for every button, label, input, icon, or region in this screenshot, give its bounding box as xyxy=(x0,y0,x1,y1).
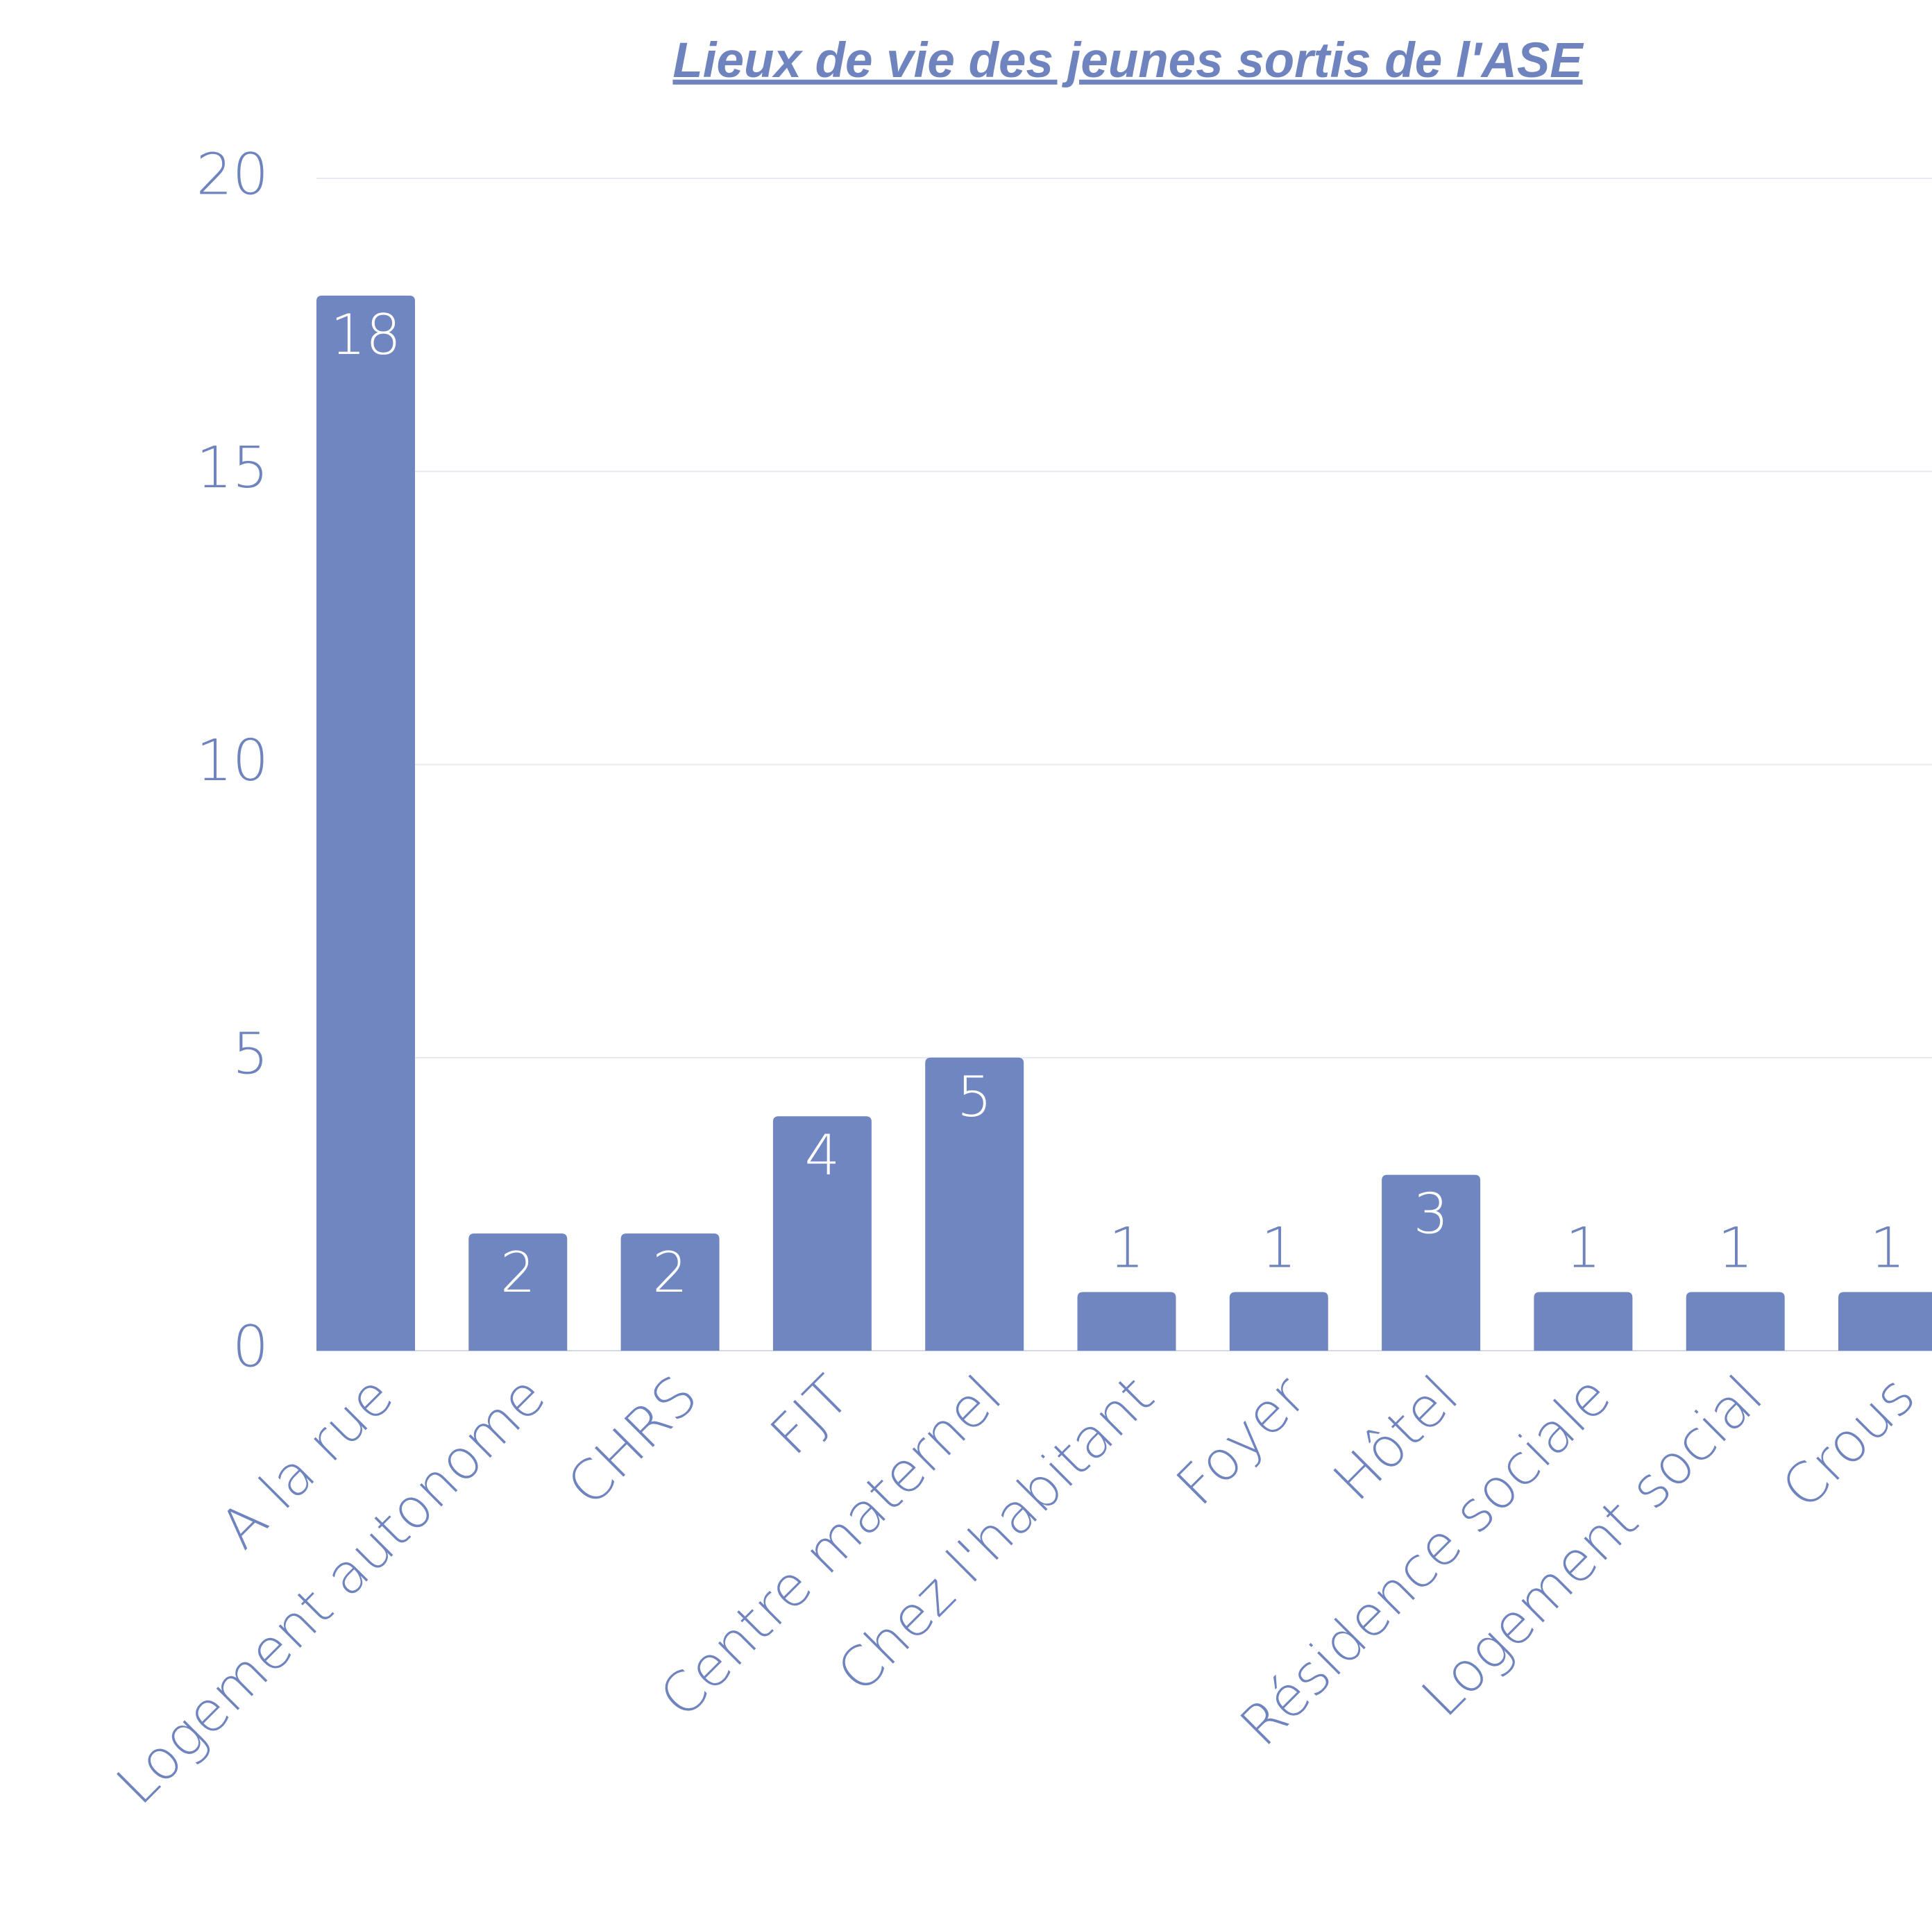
data-label: 1 xyxy=(1261,1216,1296,1281)
bar xyxy=(1838,1292,1932,1351)
x-tick-label: FJT xyxy=(758,1363,862,1467)
bar xyxy=(468,1233,568,1351)
data-label: 2 xyxy=(500,1240,536,1305)
data-label: 4 xyxy=(804,1123,840,1188)
bar xyxy=(1229,1292,1328,1351)
data-label: 5 xyxy=(957,1065,992,1129)
chart-title: Lieux de vie des jeunes sortis de l'ASE xyxy=(672,33,1584,88)
bar xyxy=(316,295,415,1351)
bar xyxy=(772,1116,872,1351)
data-label: 2 xyxy=(652,1240,688,1305)
y-tick-label: 20 xyxy=(196,142,269,208)
data-label: 1 xyxy=(1566,1216,1601,1281)
x-tick-label: Crous xyxy=(1770,1363,1927,1521)
bar xyxy=(620,1233,720,1351)
x-tick-label: CHRS xyxy=(555,1363,710,1518)
bar xyxy=(1534,1292,1633,1351)
y-tick-label: 15 xyxy=(196,435,269,501)
y-tick-label: 10 xyxy=(196,728,269,794)
data-label: 1 xyxy=(1109,1216,1144,1281)
bar xyxy=(1382,1174,1481,1351)
data-label: 1 xyxy=(1718,1216,1753,1281)
data-label: 3 xyxy=(1414,1182,1449,1247)
data-label: 18 xyxy=(330,303,401,367)
y-tick-label: 0 xyxy=(232,1315,269,1381)
bar xyxy=(1077,1292,1176,1351)
data-label: 1 xyxy=(1870,1216,1906,1281)
y-tick-label: 5 xyxy=(232,1021,269,1087)
bar xyxy=(925,1057,1024,1351)
x-tick-label: Hôtel xyxy=(1321,1363,1471,1513)
x-tick-label: Foyer xyxy=(1164,1363,1319,1518)
bar xyxy=(1686,1292,1785,1351)
